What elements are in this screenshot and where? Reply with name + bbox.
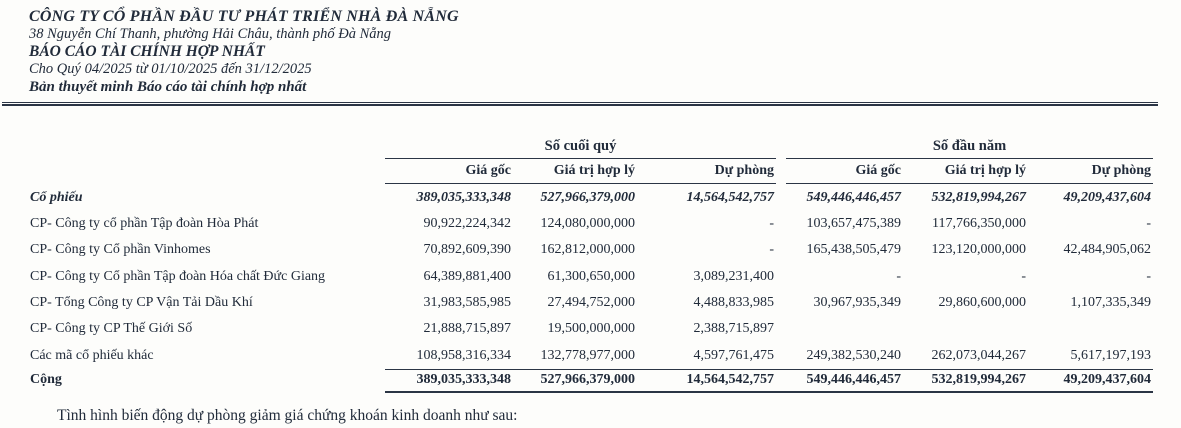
- company-address: 38 Nguyễn Chí Thanh, phường Hải Châu, th…: [29, 26, 392, 42]
- total-bottom-rule: [385, 390, 1153, 393]
- value-cell: 4,597,761,475: [693, 347, 775, 363]
- value-cell: 527,966,379,000: [540, 372, 636, 388]
- value-cell: 4,488,833,985: [693, 295, 775, 311]
- subheader-underline-right: [786, 183, 1153, 184]
- table-row-total: Cộng 389,035,333,348 527,966,379,000 14,…: [30, 370, 1153, 391]
- company-name: CÔNG TY CỔ PHẦN ĐẦU TƯ PHÁT TRIỂN NHÀ ĐÀ…: [29, 8, 459, 25]
- group-underline-row: [30, 158, 1153, 159]
- value-cell: 14,564,542,757: [686, 189, 775, 205]
- rule-spacer: [30, 158, 385, 159]
- value-cell: 117,766,350,000: [932, 216, 1026, 232]
- securities-table: Số cuối quý Số đầu năm Giá gốc Giá trị h…: [30, 135, 1153, 393]
- table-row: CP- Công ty Cổ phần Vinhomes 70,892,609,…: [30, 237, 1153, 263]
- value-cell: -: [1146, 268, 1151, 284]
- value-cell: 30,967,935,349: [813, 295, 902, 311]
- value-cell: 549,446,446,457: [806, 189, 902, 205]
- value-cell: 1,107,335,349: [1070, 295, 1152, 311]
- row-label: Các mã cổ phiếu khác: [30, 347, 154, 363]
- value-cell: 124,080,000,000: [540, 216, 636, 232]
- value-cell: 262,073,044,267: [931, 347, 1027, 363]
- report-period: Cho Quý 04/2025 từ 01/10/2025 đến 31/12/…: [29, 61, 312, 77]
- value-cell: 249,382,530,240: [806, 347, 902, 363]
- value-cell: 49,209,437,604: [1063, 372, 1152, 388]
- total-top-rule: [385, 368, 1153, 370]
- value-cell: 132,778,977,000: [540, 347, 636, 363]
- column-header: Giá trị hợp lý: [553, 163, 635, 178]
- value-cell: -: [769, 216, 774, 232]
- value-cell: 27,494,752,000: [547, 295, 636, 311]
- header-divider: [2, 102, 1158, 106]
- row-label: CP- Công ty Cổ phần Tập đoàn Hóa chất Đứ…: [30, 268, 326, 284]
- column-group-header-row: Số cuối quý Số đầu năm: [30, 135, 1153, 158]
- row-label: CP- Công ty cổ phần Tập đoàn Hòa Phát: [30, 216, 259, 232]
- value-cell: 162,812,000,000: [540, 242, 636, 258]
- rule-gap: [776, 158, 786, 159]
- table-row: CP- Tổng Công ty CP Vận Tải Dầu Khí 31,9…: [30, 290, 1153, 316]
- value-cell: 29,860,600,000: [938, 295, 1027, 311]
- value-cell: 532,819,994,267: [931, 372, 1027, 388]
- value-cell: 64,389,881,400: [423, 268, 512, 284]
- value-cell: 42,484,905,062: [1063, 242, 1152, 258]
- value-cell: 14,564,542,757: [686, 372, 775, 388]
- value-cell: 108,958,316,334: [416, 347, 512, 363]
- value-cell: 389,035,333,348: [416, 189, 512, 205]
- value-cell: 2,388,715,897: [693, 321, 775, 337]
- subheader-underline-left: [385, 183, 776, 184]
- value-cell: 103,657,475,389: [806, 216, 902, 232]
- table-row: CP- Công ty Cổ phần Tập đoàn Hóa chất Đứ…: [30, 264, 1153, 290]
- column-header: Giá trị hợp lý: [944, 163, 1026, 178]
- value-cell: -: [1146, 216, 1151, 232]
- group-header-beginning-of-year: Số đầu năm: [932, 138, 1007, 154]
- value-cell: 19,500,000,000: [547, 321, 636, 337]
- value-cell: 165,438,505,479: [806, 242, 902, 258]
- value-cell: 70,892,609,390: [423, 242, 512, 258]
- column-header: Giá gốc: [855, 163, 902, 178]
- table-row: Các mã cổ phiếu khác 108,958,316,334 132…: [30, 342, 1153, 368]
- value-cell: 389,035,333,348: [416, 372, 512, 388]
- value-cell: 549,446,446,457: [806, 372, 902, 388]
- row-label: Cổ phiếu: [30, 189, 83, 205]
- rule-gap: [776, 183, 786, 184]
- row-label: Cộng: [30, 372, 62, 388]
- report-title: BÁO CÁO TÀI CHÍNH HỢP NHẤT: [29, 43, 265, 60]
- group-underline-right: [786, 158, 1153, 159]
- column-header: Dự phòng: [1091, 163, 1151, 178]
- column-header-row: Giá gốc Giá trị hợp lý Dự phòng Giá gốc …: [30, 159, 1153, 183]
- footer-note: Tình hình biến động dự phòng giảm giá ch…: [57, 406, 518, 424]
- value-cell: -: [769, 242, 774, 258]
- value-cell: -: [896, 268, 901, 284]
- value-cell: 5,617,197,193: [1070, 347, 1152, 363]
- value-cell: 527,966,379,000: [540, 189, 636, 205]
- value-cell: 49,209,437,604: [1063, 189, 1152, 205]
- group-header-end-of-quarter: Số cuối quý: [544, 138, 617, 154]
- table-row: CP- Công ty cổ phần Tập đoàn Hòa Phát 90…: [30, 211, 1153, 237]
- value-cell: 3,089,231,400: [693, 268, 775, 284]
- value-cell: -: [1021, 268, 1026, 284]
- value-cell: 532,819,994,267: [931, 189, 1027, 205]
- value-cell: 123,120,000,000: [931, 242, 1027, 258]
- row-label: CP- Tổng Công ty CP Vận Tải Dầu Khí: [30, 295, 253, 311]
- group-underline-left: [385, 158, 776, 159]
- value-cell: 21,888,715,897: [423, 321, 512, 337]
- document-header: CÔNG TY CỔ PHẦN ĐẦU TƯ PHÁT TRIỂN NHÀ ĐÀ…: [0, 0, 1181, 96]
- column-header: Giá gốc: [465, 163, 512, 178]
- column-header: Dự phòng: [714, 163, 774, 178]
- rule-spacer: [30, 183, 385, 184]
- row-label: CP- Công ty CP Thế Giới Số: [30, 321, 193, 337]
- table-row: CP- Công ty CP Thế Giới Số 21,888,715,89…: [30, 316, 1153, 342]
- row-label: CP- Công ty Cổ phần Vinhomes: [30, 242, 211, 258]
- value-cell: 61,300,650,000: [547, 268, 636, 284]
- subheader-underline-row: [30, 183, 1153, 184]
- table-row-stocks-summary: Cổ phiếu 389,035,333,348 527,966,379,000…: [30, 184, 1153, 211]
- value-cell: 31,983,585,985: [423, 295, 512, 311]
- value-cell: 90,922,224,342: [423, 216, 512, 232]
- report-subtitle: Bản thuyết minh Báo cáo tài chính hợp nh…: [29, 79, 307, 95]
